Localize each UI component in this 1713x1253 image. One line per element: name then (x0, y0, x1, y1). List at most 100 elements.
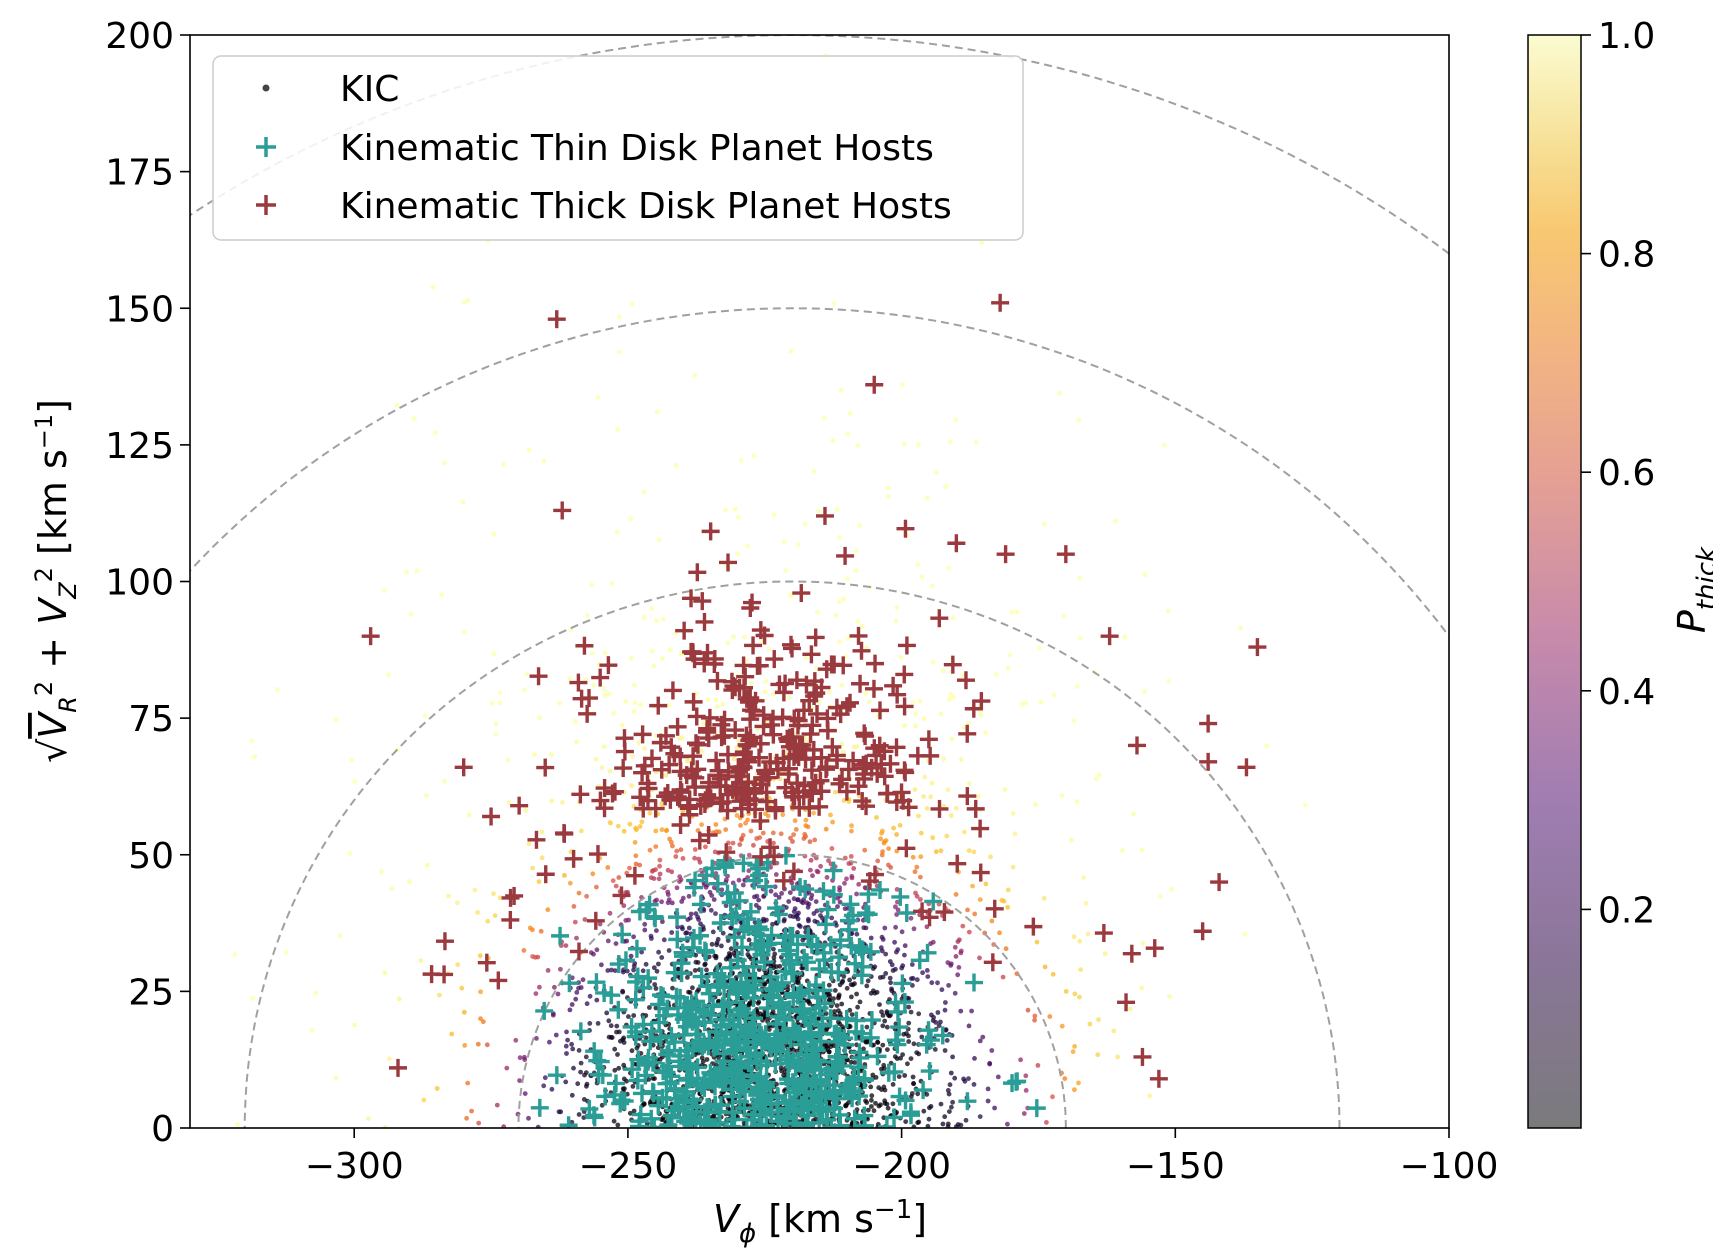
kic-point (249, 738, 255, 744)
kic-point (854, 891, 859, 897)
thick-host-marker (841, 693, 860, 712)
kic-point (716, 1055, 721, 1060)
kic-point (864, 645, 870, 651)
thick-host-marker (743, 593, 762, 612)
thick-host-marker (855, 724, 874, 743)
kic-point (967, 781, 972, 787)
kic-point (875, 1039, 880, 1045)
kic-point (925, 1123, 931, 1128)
kic-point (1005, 904, 1011, 910)
thick-host-marker (734, 656, 753, 675)
thick-host-marker (779, 759, 798, 778)
thin-host-marker (688, 1015, 707, 1034)
thin-host-marker (650, 995, 669, 1014)
kic-point (747, 1000, 753, 1006)
thin-host-marker (850, 938, 869, 957)
kic-point (880, 828, 885, 834)
thin-host-marker (814, 882, 833, 901)
kic-point (1097, 772, 1102, 778)
thin-host-marker (920, 1062, 939, 1081)
thin-host-marker (748, 1071, 767, 1090)
thin-host-marker (855, 1069, 874, 1088)
thin-host-marker (695, 1074, 714, 1093)
thick-host-marker (639, 779, 658, 798)
kic-point (597, 921, 603, 927)
thick-host-marker (770, 675, 789, 694)
thick-host-marker (1024, 917, 1043, 936)
kic-point (587, 993, 593, 999)
kic-point (699, 822, 704, 827)
kic-point (815, 508, 821, 514)
kic-point (785, 983, 790, 989)
thick-host-marker (983, 953, 1002, 972)
thin-host-marker (646, 909, 665, 928)
kic-point (674, 848, 680, 854)
thick-host-marker (895, 761, 914, 780)
kic-point (642, 745, 647, 751)
thick-host-marker (658, 784, 677, 803)
kic-point (839, 682, 845, 688)
kic-point (571, 1065, 576, 1071)
thin-host-marker (914, 1081, 933, 1100)
thin-host-marker (708, 874, 727, 893)
kic-point (654, 897, 659, 903)
thick-host-marker (1122, 944, 1141, 963)
kic-point (1085, 931, 1091, 937)
thick-host-marker (746, 791, 765, 810)
kic-point (629, 1048, 635, 1054)
thin-host-marker (855, 1116, 874, 1128)
thick-host-marker (588, 845, 607, 864)
kic-point (455, 962, 461, 967)
kic-point (944, 1038, 950, 1043)
kic-point (844, 876, 849, 882)
kic-point (947, 697, 952, 702)
kic-point (599, 962, 604, 968)
thick-host-marker (635, 756, 654, 775)
thin-host-marker (674, 947, 693, 966)
kic-point (836, 1008, 841, 1013)
kic-point (801, 897, 807, 902)
kic-point (826, 858, 831, 863)
kic-point (523, 808, 529, 813)
kic-point (898, 654, 904, 660)
kic-point (605, 938, 611, 944)
kic-point (1012, 831, 1018, 837)
kic-point (1142, 689, 1147, 694)
kic-point (587, 1021, 593, 1026)
kic-point (1083, 900, 1089, 906)
kic-point (623, 699, 629, 704)
thin-host-marker (870, 880, 889, 899)
kic-point (584, 612, 590, 618)
thick-host-marker (547, 310, 566, 329)
kic-point (781, 918, 787, 924)
kic-point (855, 619, 861, 625)
kic-point (1003, 946, 1009, 952)
thick-host-marker (947, 534, 966, 553)
thin-host-marker (684, 1090, 703, 1109)
kic-point (911, 1041, 917, 1047)
thick-host-marker (536, 865, 555, 884)
thin-host-marker (728, 951, 747, 970)
kic-point (774, 1081, 779, 1087)
thick-host-marker (865, 375, 884, 394)
thick-host-marker (1145, 939, 1164, 958)
thick-host-marker (802, 645, 821, 664)
kic-point (637, 824, 643, 829)
kic-point (841, 974, 847, 979)
thin-host-marker (687, 1025, 706, 1044)
kic-point (638, 702, 644, 708)
kic-point (619, 722, 625, 728)
thick-host-marker (614, 759, 633, 778)
thin-host-marker (692, 967, 711, 986)
thick-host-marker (554, 824, 573, 843)
kic-point (1115, 1054, 1121, 1060)
thick-host-marker (796, 750, 815, 769)
thick-host-marker (958, 787, 977, 806)
kic-point (845, 576, 850, 582)
kic-point (647, 847, 653, 853)
kic-point (928, 794, 934, 800)
kic-point (829, 846, 835, 851)
kic-point (771, 955, 777, 960)
thin-host-marker (788, 986, 807, 1005)
kic-point (631, 709, 637, 714)
